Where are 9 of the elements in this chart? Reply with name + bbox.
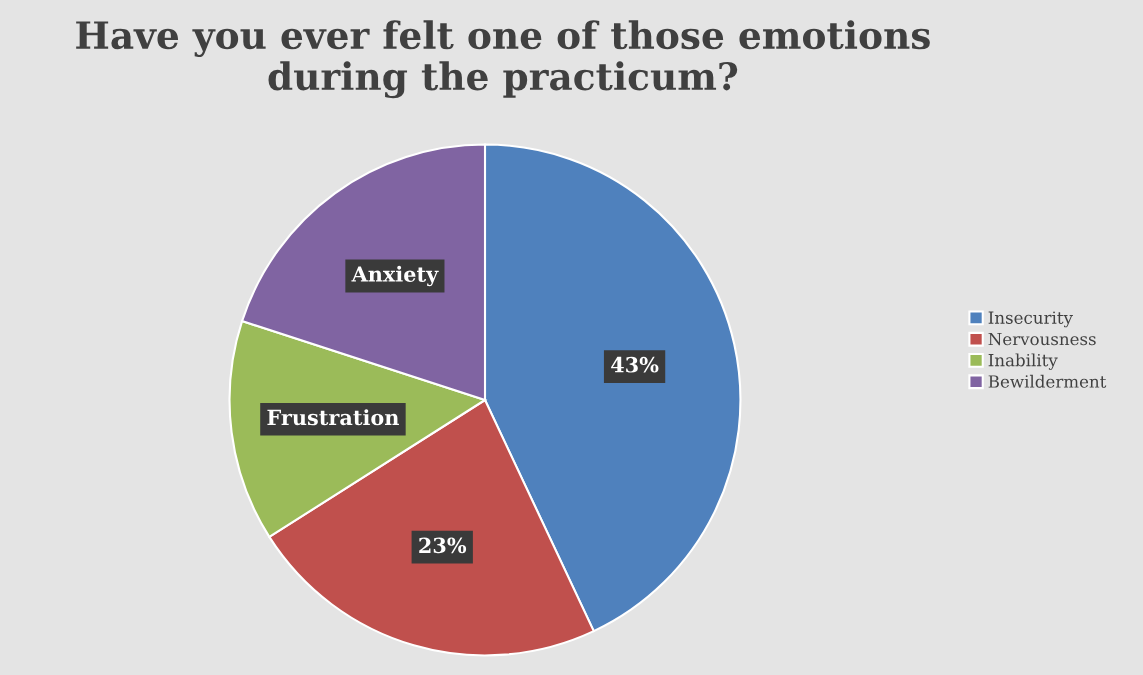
chart-title: Have you ever felt one of those emotions during the practicum? xyxy=(76,20,930,99)
data-label: 23% xyxy=(419,537,467,554)
data-label: Frustration xyxy=(267,409,399,426)
legend-label: Inability xyxy=(988,353,1058,370)
data-label: Anxiety xyxy=(351,265,439,287)
legend-label: Nervousness xyxy=(988,332,1096,346)
legend-label: Insecurity xyxy=(988,311,1073,328)
data-label: 43% xyxy=(611,356,659,373)
legend-label: Bewilderment xyxy=(988,374,1107,388)
